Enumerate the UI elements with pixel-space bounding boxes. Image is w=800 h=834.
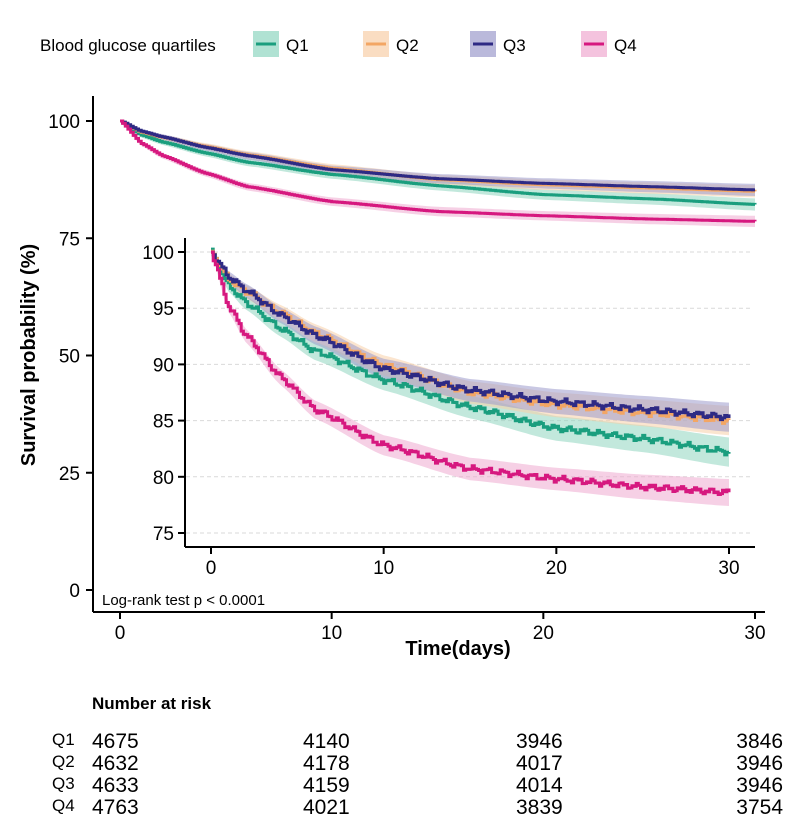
legend-title: Blood glucose quartiles — [40, 36, 216, 55]
risk-cell: 4014 — [516, 774, 563, 797]
inset-x-tick-label: 10 — [373, 558, 394, 579]
main-y-tick-label: 25 — [59, 464, 80, 485]
main-band-q4 — [120, 121, 755, 227]
risk-cell: 4017 — [516, 752, 563, 775]
risk-row-q1: Q1 4675 4140 3946 3846 — [52, 730, 783, 753]
risk-cell: 3754 — [736, 796, 783, 819]
risk-table-title: Number at risk — [92, 694, 212, 713]
risk-cell: 4633 — [92, 774, 139, 797]
inset-series-lines — [211, 247, 731, 496]
inset-x-tick-label: 0 — [206, 558, 217, 579]
risk-cell: 4675 — [92, 730, 139, 753]
main-line-q3 — [120, 119, 755, 192]
risk-row-label: Q4 — [52, 796, 75, 815]
inset-y-tick-label: 90 — [153, 355, 174, 376]
legend-entries: Q1 Q2 Q3 Q4 — [253, 31, 637, 57]
inset-line-q1 — [211, 247, 731, 457]
legend: Blood glucose quartiles Q1 Q2 Q3 Q4 — [40, 31, 637, 57]
inset-line-q4 — [211, 250, 731, 496]
risk-row-q4: Q4 4763 4021 3839 3754 — [52, 796, 783, 819]
inset-y-tick-label: 75 — [153, 524, 174, 545]
legend-label-q3: Q3 — [503, 36, 526, 55]
inset-y-ticks: 75 80 85 90 95 100 — [142, 243, 185, 545]
legend-label-q2: Q2 — [396, 36, 419, 55]
main-x-tick-label: 20 — [533, 623, 554, 644]
legend-entry-q4: Q4 — [581, 31, 637, 57]
main-x-tick-label: 30 — [744, 623, 765, 644]
x-axis-title: Time(days) — [405, 638, 510, 660]
main-y-ticks: 0 25 50 75 100 — [48, 112, 93, 602]
main-line-q1 — [120, 119, 757, 206]
inset-line-q3 — [211, 250, 731, 422]
main-y-tick-label: 50 — [59, 347, 80, 368]
main-band-q1 — [120, 121, 755, 211]
main-line-q4 — [120, 119, 757, 223]
risk-cell: 4159 — [303, 774, 350, 797]
risk-row-label: Q1 — [52, 730, 75, 749]
y-axis-title: Survival probability (%) — [18, 244, 40, 466]
risk-row-label: Q3 — [52, 774, 75, 793]
legend-label-q4: Q4 — [614, 36, 637, 55]
main-x-tick-label: 10 — [321, 623, 342, 644]
legend-entry-q2: Q2 — [363, 31, 419, 57]
main-y-tick-label: 75 — [59, 229, 80, 250]
inset-y-tick-label: 85 — [153, 412, 174, 433]
risk-row-label: Q2 — [52, 752, 75, 771]
risk-cell: 3946 — [736, 752, 783, 775]
risk-cell: 3946 — [736, 774, 783, 797]
risk-cell: 4178 — [303, 752, 350, 775]
risk-cell: 3846 — [736, 730, 783, 753]
risk-row-q2: Q2 4632 4178 4017 3946 — [52, 752, 783, 775]
risk-cell: 4021 — [303, 796, 350, 819]
legend-label-q1: Q1 — [286, 36, 309, 55]
logrank-annotation: Log-rank test p < 0.0001 — [102, 592, 265, 609]
inset-x-tick-label: 20 — [546, 558, 567, 579]
risk-cell: 4632 — [92, 752, 139, 775]
legend-entry-q3: Q3 — [470, 31, 526, 57]
inset-y-tick-label: 100 — [142, 243, 174, 264]
inset-band-q1 — [211, 252, 729, 467]
main-x-tick-label: 0 — [115, 623, 126, 644]
inset-y-tick-label: 95 — [153, 299, 174, 320]
inset-x-ticks: 0 10 20 30 — [206, 547, 740, 579]
inset-y-tick-label: 80 — [153, 468, 174, 489]
main-x-ticks: 0 10 20 30 — [115, 612, 766, 644]
legend-entry-q1: Q1 — [253, 31, 309, 57]
main-y-tick-label: 100 — [48, 112, 80, 133]
main-y-tick-label: 0 — [69, 581, 80, 602]
risk-cell: 3946 — [516, 730, 563, 753]
risk-cell: 3839 — [516, 796, 563, 819]
risk-row-q3: Q3 4633 4159 4014 3946 — [52, 774, 783, 797]
inset-plot: 75 80 85 90 95 100 0 10 20 30 — [142, 238, 755, 579]
risk-cell: 4763 — [92, 796, 139, 819]
risk-cell: 4140 — [303, 730, 350, 753]
main-series-lines — [120, 119, 757, 223]
inset-band-q4 — [211, 252, 729, 506]
inset-x-tick-label: 30 — [718, 558, 739, 579]
